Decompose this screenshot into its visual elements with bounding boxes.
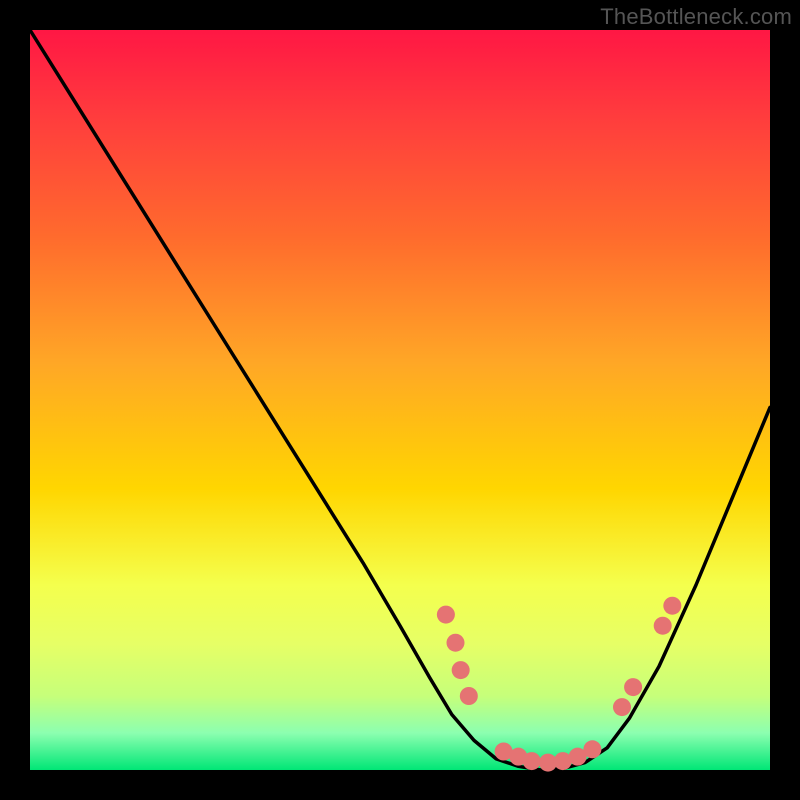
plot-background bbox=[30, 30, 770, 770]
data-marker bbox=[654, 617, 672, 635]
watermark-text: TheBottleneck.com bbox=[600, 4, 792, 30]
data-marker bbox=[460, 687, 478, 705]
data-marker bbox=[613, 698, 631, 716]
chart-canvas bbox=[0, 0, 800, 800]
data-marker bbox=[447, 634, 465, 652]
data-marker bbox=[523, 752, 541, 770]
data-marker bbox=[452, 661, 470, 679]
data-marker bbox=[663, 597, 681, 615]
data-marker bbox=[583, 740, 601, 758]
data-marker bbox=[624, 678, 642, 696]
data-marker bbox=[437, 606, 455, 624]
bottleneck-chart-container: TheBottleneck.com bbox=[0, 0, 800, 800]
